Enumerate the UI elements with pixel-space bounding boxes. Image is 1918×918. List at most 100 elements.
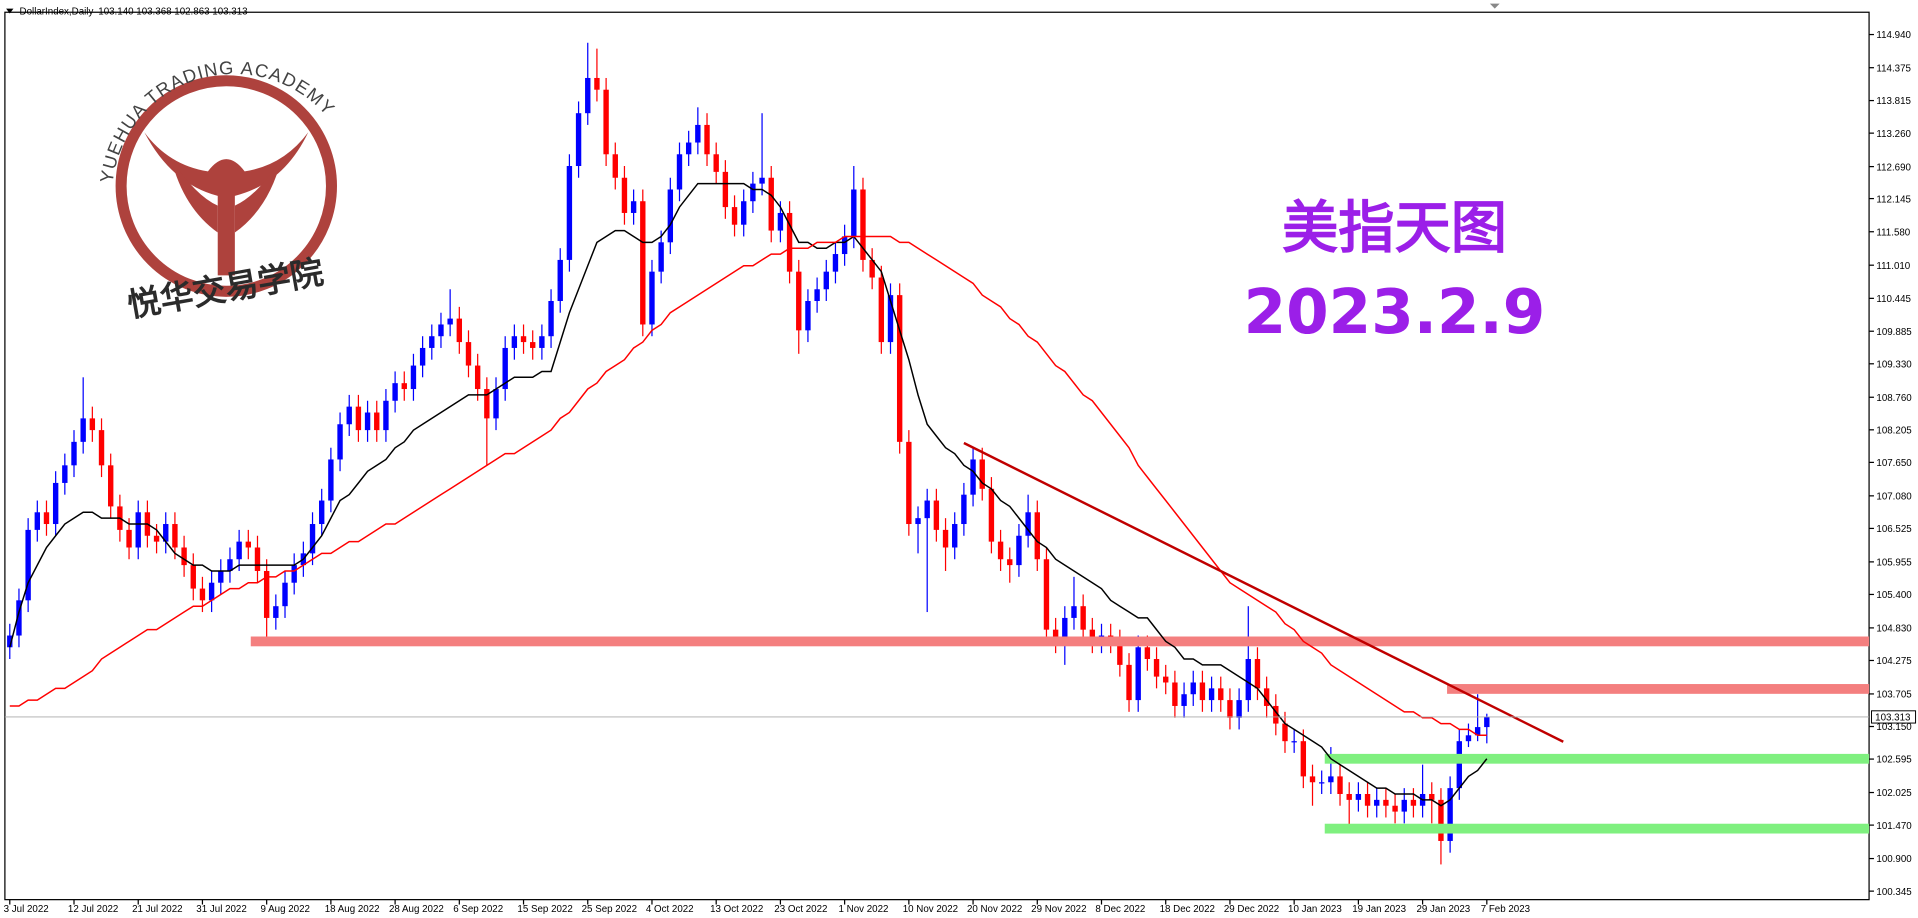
x-tick-label: 29 Jan 2023 (1416, 904, 1470, 915)
candle-body (447, 318, 453, 325)
candle-body (1364, 793, 1371, 806)
candle-body (630, 201, 637, 213)
x-tick-label: 10 Nov 2022 (903, 904, 958, 915)
candle-body (566, 166, 573, 260)
candle-body (218, 570, 224, 583)
candle-body (43, 512, 50, 525)
x-tick-label: 29 Nov 2022 (1031, 904, 1086, 915)
candle-body (163, 524, 169, 542)
candle-body (970, 459, 976, 495)
candle-body (126, 529, 132, 548)
x-tick-label: 10 Jan 2023 (1288, 904, 1342, 915)
x-tick-label: 25 Sep 2022 (582, 904, 637, 915)
candle-body (741, 201, 747, 225)
x-tick-label: 28 Aug 2022 (389, 904, 444, 915)
candle-body (263, 570, 270, 618)
candle-body (924, 500, 930, 519)
x-tick-label: 1 Nov 2022 (839, 904, 889, 915)
candle-body (915, 518, 921, 525)
candle-body (878, 277, 885, 343)
candle-body (1309, 776, 1316, 783)
scroll-marker (1489, 3, 1500, 9)
candle-body (1153, 659, 1160, 677)
candle-body (520, 336, 527, 343)
candle-body (62, 465, 68, 483)
candle-body (557, 259, 563, 301)
candle-body (438, 324, 444, 337)
candle-body (704, 124, 710, 155)
y-tick-label: 102.595 (1876, 755, 1912, 766)
x-tick-label: 19 Jan 2023 (1352, 904, 1406, 915)
candle-body (273, 606, 279, 618)
candle-body (1245, 659, 1251, 701)
candle-body (89, 418, 96, 431)
candle-body (153, 535, 160, 542)
candle-body (1346, 793, 1352, 800)
symbol-title: DollarIndex,Daily (20, 7, 94, 18)
candle-body (52, 482, 59, 525)
candle-body (777, 212, 784, 231)
candle-body (319, 500, 325, 525)
level-band (1324, 753, 1870, 764)
candle-body (355, 406, 362, 431)
y-tick-label: 103.150 (1876, 722, 1912, 733)
y-tick-label: 109.885 (1876, 327, 1912, 338)
candle-body (1181, 694, 1187, 706)
y-tick-label: 100.345 (1876, 887, 1912, 898)
y-tick-label: 106.525 (1876, 524, 1912, 535)
candle-body (1273, 705, 1279, 724)
candle-body (1117, 641, 1123, 665)
logo-ring (115, 75, 337, 297)
candle-body (750, 183, 756, 202)
y-tick-label: 112.690 (1876, 162, 1911, 173)
x-tick-label: 4 Oct 2022 (646, 904, 694, 915)
menu-arrow (6, 8, 14, 14)
x-tick-label: 29 Dec 2022 (1224, 904, 1279, 915)
candle-body (713, 154, 719, 172)
header: DollarIndex,Daily 103.140 103.368 102.863… (20, 7, 248, 18)
annotation-title: 美指天图 (1282, 195, 1507, 261)
candle-body (1043, 559, 1050, 630)
candle-body (667, 189, 674, 243)
candle-body (1263, 688, 1270, 706)
candle-body (429, 336, 435, 348)
x-tick-label: 12 Jul 2022 (68, 904, 118, 915)
y-tick-label: 105.955 (1876, 558, 1912, 569)
candle-body (181, 547, 187, 566)
candle-body (1199, 682, 1206, 701)
x-tick-label: 8 Dec 2022 (1095, 904, 1145, 915)
candle-body (1383, 799, 1389, 806)
candle-body (465, 342, 472, 366)
candle-body (1392, 805, 1398, 812)
candle-body (410, 365, 417, 390)
candle-body (805, 300, 811, 331)
candle-body (98, 430, 105, 466)
candle-body (1254, 659, 1261, 689)
plot-frame (4, 11, 1870, 901)
candle-body (952, 524, 958, 548)
candle-body (1447, 788, 1453, 841)
candle-body (676, 154, 683, 190)
candle-body (1291, 741, 1297, 743)
candle-body (887, 295, 894, 343)
x-tick-label: 6 Sep 2022 (453, 904, 503, 915)
candle-body (1429, 793, 1435, 800)
y-tick-label: 105.400 (1876, 590, 1912, 601)
candle-body (419, 347, 426, 366)
candle-body (1172, 682, 1178, 706)
candle-body (1071, 606, 1077, 618)
y-tick-label: 110.445 (1876, 294, 1911, 305)
candle-body (768, 177, 774, 231)
candle-body (493, 389, 499, 419)
annotation-date: 2023.2.9 (1244, 277, 1546, 348)
y-tick-label: 107.650 (1876, 458, 1912, 469)
candle-body (1034, 512, 1040, 560)
candle-body (474, 365, 481, 390)
x-tick-label: 23 Oct 2022 (774, 904, 827, 915)
candle-body (731, 207, 738, 225)
y-tick-label: 103.705 (1876, 690, 1912, 701)
candle-body (997, 541, 1004, 560)
y-tick-label: 100.900 (1876, 854, 1912, 865)
candle-body (823, 271, 829, 290)
candle-body (1465, 735, 1472, 742)
